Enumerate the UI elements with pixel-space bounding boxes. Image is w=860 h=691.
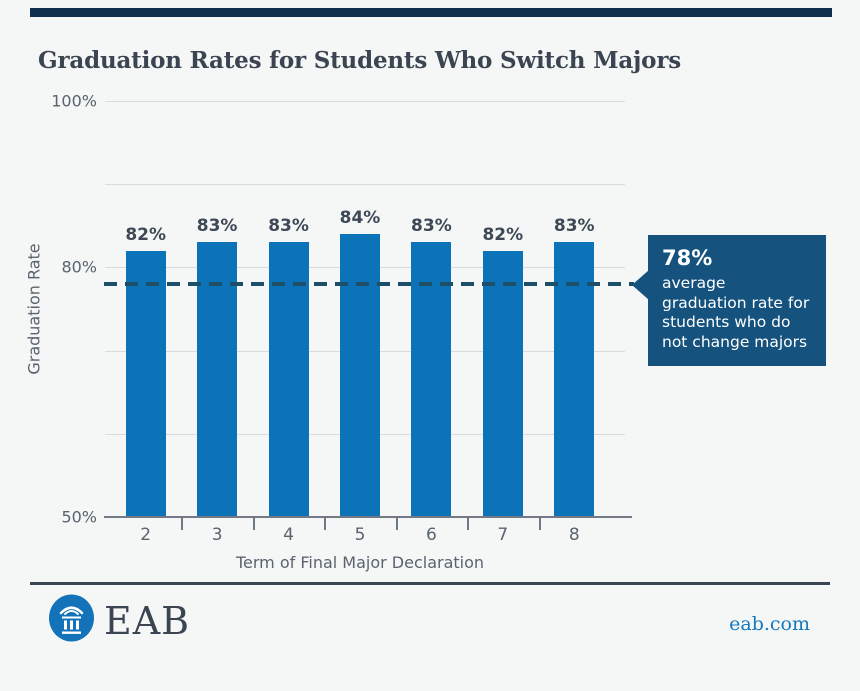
x-category-label-2: 2 [140, 525, 152, 545]
callout-box: 78% average graduation rate for students… [648, 235, 826, 366]
bar-value-label: 83% [411, 216, 452, 237]
bar-value-label: 83% [553, 216, 595, 237]
eab-com-link[interactable]: eab.com [729, 613, 810, 635]
y-axis-title: Graduation Rate [24, 243, 44, 375]
bar-value-label: 83% [268, 216, 309, 237]
bar-term-5 [339, 234, 380, 517]
y-tick-label-80: 80% [61, 257, 97, 277]
top-accent-stripe [30, 8, 832, 17]
reference-dashed-line-78pct [104, 282, 634, 286]
gridline-100 [105, 101, 625, 102]
bar-term-4 [268, 242, 309, 517]
bar-value-label: 82% [125, 224, 167, 245]
y-tick-label-50: 50% [61, 507, 97, 527]
bar-term-6 [411, 242, 452, 517]
callout-body: average graduation rate for students who… [662, 274, 810, 352]
x-tick-mark [252, 517, 255, 530]
x-tick-mark [324, 517, 327, 530]
bar-term-3 [197, 242, 238, 517]
bar-slot-term-5: 84% [324, 101, 395, 517]
x-axis-title: Term of Final Major Declaration [235, 553, 485, 572]
bar-term-8 [554, 242, 595, 517]
x-category-label-7: 7 [497, 525, 509, 545]
bar-slot-term-4: 83% [253, 101, 324, 517]
x-category-label-6: 6 [425, 525, 437, 545]
bar-series: 82% 83% 83% 84% 83% 82% 83% [110, 101, 610, 517]
callout-headline: 78% [662, 246, 713, 270]
chart-title: Graduation Rates for Students Who Switch… [38, 47, 681, 75]
gridline-90 [105, 184, 625, 186]
y-tick-label-100: 100% [51, 91, 97, 111]
bar-slot-term-8: 83% [539, 101, 610, 517]
bar-value-label: 83% [196, 216, 238, 237]
bar-slot-term-7: 82% [467, 101, 538, 517]
x-category-label-4: 4 [283, 525, 294, 545]
footer-divider [30, 582, 830, 585]
x-tick-mark [467, 517, 470, 530]
bar-term-2 [125, 250, 166, 517]
x-category-label-8: 8 [568, 525, 580, 545]
eab-building-icon [48, 594, 95, 646]
bar-chart-plot-area: 100% 80% 50% 82% 83% 83% 84% 83% 82% 83% 2 3 4 5 6 7 8… [51, 92, 632, 572]
x-category-label-3: 3 [211, 525, 223, 545]
x-tick-mark [395, 517, 398, 530]
bar-slot-term-6: 83% [396, 101, 467, 517]
x-tick-mark [538, 517, 541, 530]
x-category-label-5: 5 [354, 525, 366, 545]
bar-slot-term-3: 83% [181, 101, 252, 517]
bar-value-label: 82% [482, 224, 524, 245]
brand-wordmark: EAB [104, 599, 191, 643]
x-tick-mark [181, 517, 184, 530]
x-axis-line [104, 516, 632, 518]
bar-slot-term-2: 82% [110, 101, 181, 517]
bar-value-label: 84% [339, 208, 381, 229]
callout-arrow-icon [632, 270, 649, 300]
x-axis-category-labels: 2 3 4 5 6 7 8 [110, 525, 610, 545]
bar-term-7 [482, 250, 523, 517]
